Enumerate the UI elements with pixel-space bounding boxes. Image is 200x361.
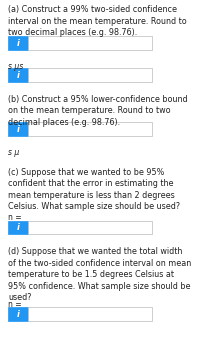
- Text: i: i: [17, 310, 19, 318]
- FancyBboxPatch shape: [8, 36, 28, 50]
- Text: (a) Construct a 99% two-sided confidence
interval on the mean temperature. Round: (a) Construct a 99% two-sided confidence…: [8, 5, 187, 37]
- Text: n =: n =: [8, 213, 22, 222]
- FancyBboxPatch shape: [28, 307, 152, 321]
- FancyBboxPatch shape: [28, 36, 152, 50]
- Text: (b) Construct a 95% lower-confidence bound
on the mean temperature. Round to two: (b) Construct a 95% lower-confidence bou…: [8, 95, 188, 127]
- FancyBboxPatch shape: [28, 68, 152, 82]
- Text: i: i: [17, 125, 19, 134]
- Text: n =: n =: [8, 300, 22, 309]
- FancyBboxPatch shape: [28, 122, 152, 136]
- FancyBboxPatch shape: [8, 68, 28, 82]
- FancyBboxPatch shape: [28, 221, 152, 234]
- Text: i: i: [17, 39, 19, 48]
- FancyBboxPatch shape: [8, 307, 28, 321]
- Text: i: i: [17, 71, 19, 79]
- FancyBboxPatch shape: [8, 122, 28, 136]
- Text: s μ: s μ: [8, 148, 19, 157]
- FancyBboxPatch shape: [8, 221, 28, 234]
- Text: s μs: s μs: [8, 62, 23, 71]
- Text: (d) Suppose that we wanted the total width
of the two-sided confidence interval : (d) Suppose that we wanted the total wid…: [8, 247, 191, 302]
- Text: i: i: [17, 223, 19, 232]
- Text: (c) Suppose that we wanted to be 95%
confident that the error in estimating the
: (c) Suppose that we wanted to be 95% con…: [8, 168, 180, 211]
